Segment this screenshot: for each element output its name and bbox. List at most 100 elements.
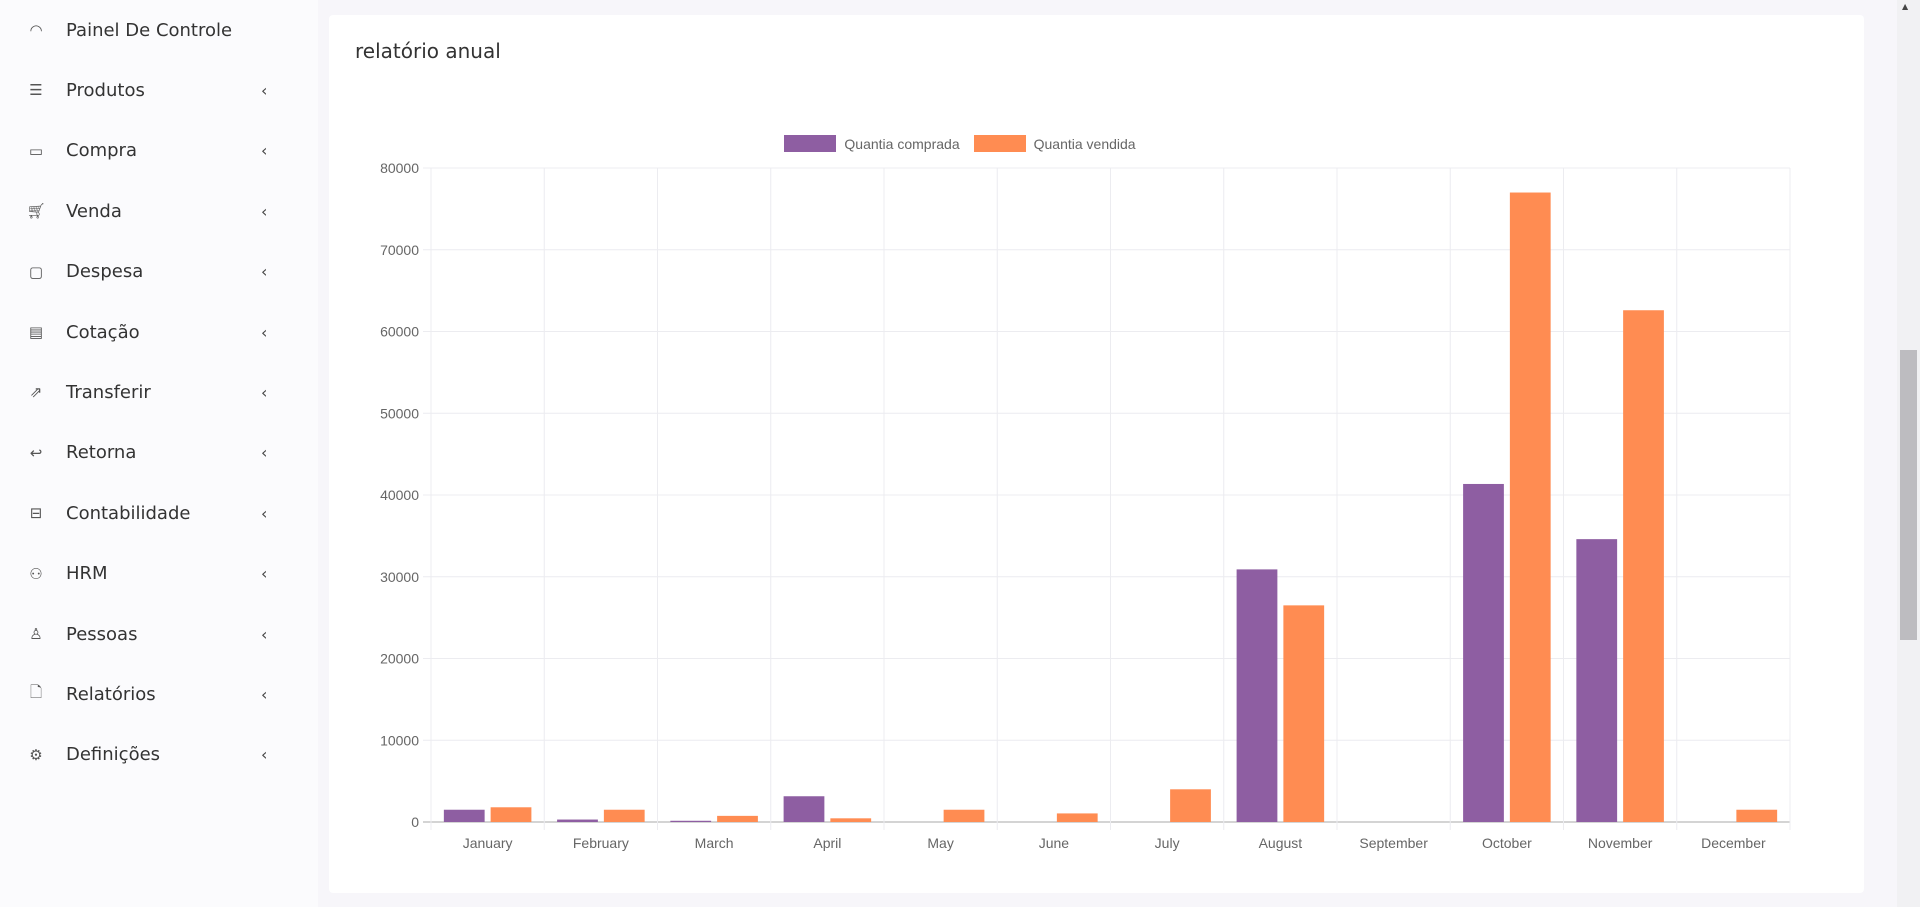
y-tick-label: 0 [411,814,419,830]
file-icon: 🗋 [29,682,43,701]
bar-purchased [1576,539,1618,822]
wallet-icon: ▢ [28,262,44,281]
scroll-up-arrow-icon[interactable]: ▲ [1902,2,1909,11]
bar-sold [1509,192,1551,822]
sidebar-item-label: Definições [66,744,161,766]
sidebar-item-label: Compra [66,140,137,162]
bar-purchased [783,796,825,822]
share-icon: ⇗ [29,383,43,402]
sidebar-item-despesa[interactable]: ▢ Despesa ‹ [0,252,300,292]
chevron-left-icon: ‹ [261,262,268,282]
x-tick-label: September [1359,835,1428,851]
chevron-left-icon: ‹ [261,322,268,342]
sidebar-item-retorna[interactable]: ↩ Retorna ‹ [0,433,300,473]
scrollbar-thumb[interactable] [1900,350,1917,640]
legend-item-purchased[interactable]: Quantia comprada [784,135,960,152]
bar-sold [943,809,985,822]
sidebar-item-venda[interactable]: 🛒︎ Venda ‹ [0,191,300,231]
y-tick-label: 60000 [380,324,419,340]
legend-item-sold[interactable]: Quantia vendida [973,135,1136,152]
sidebar: ◠ Painel De Controle ☰ Produtos ‹ ▭ Compr… [0,0,318,907]
chevron-left-icon: ‹ [261,80,268,100]
x-tick-label: August [1259,835,1303,851]
bar-purchased [557,819,598,822]
sidebar-item-pessoas[interactable]: ♙ Pessoas ‹ [0,614,300,654]
bar-sold [1283,605,1325,822]
bar-sold [1056,813,1098,822]
bar-purchased [1236,569,1278,822]
x-tick-label: May [927,835,953,851]
chevron-left-icon: ‹ [261,624,268,644]
return-icon: ↩ [29,443,43,462]
sidebar-item-defini-es[interactable]: ⚙ Definições ‹ [0,735,300,775]
legend-label-purchased: Quantia comprada [844,135,960,152]
chevron-left-icon: ‹ [261,684,268,704]
x-tick-label: January [463,835,513,851]
x-tick-label: March [695,835,734,851]
chevron-left-icon: ‹ [261,745,268,765]
bar-sold [1736,809,1778,822]
sidebar-item-label: Relatórios [66,683,156,705]
chevron-left-icon: ‹ [261,503,268,523]
sidebar-item-label: Transferir [66,381,151,403]
cart-icon: 🛒︎ [26,202,46,221]
sidebar-item-label: Contabilidade [66,502,191,524]
x-tick-label: April [813,835,841,851]
bar-sold [603,809,645,822]
sidebar-item-label: Cotação [66,321,140,343]
gear-icon: ⚙ [29,745,43,764]
x-tick-label: October [1482,835,1532,851]
x-tick-label: July [1155,835,1180,851]
bar-sold [490,807,532,822]
chevron-left-icon: ‹ [261,141,268,161]
legend-swatch-purchased [784,135,837,152]
x-tick-label: November [1588,835,1653,851]
users-icon: ⚇ [29,564,43,583]
x-tick-label: December [1701,835,1766,851]
chevron-left-icon: ‹ [261,564,268,584]
y-tick-label: 80000 [380,160,419,176]
legend-label-sold: Quantia vendida [1033,135,1136,152]
y-tick-label: 30000 [380,569,419,585]
speedometer-icon: ◠ [29,21,43,39]
briefcase-icon: ⊟ [29,504,43,523]
bar-purchased [1463,483,1504,822]
sidebar-item-label: Pessoas [66,623,138,645]
bar-purchased [670,820,712,822]
sidebar-item-label: Retorna [66,442,137,464]
user-icon: ♙ [29,625,43,643]
sidebar-item-label: Painel De Controle [66,19,233,41]
sidebar-item-label: Produtos [66,79,145,101]
sidebar-item-produtos[interactable]: ☰ Produtos ‹ [0,70,300,110]
y-tick-label: 10000 [380,732,419,748]
y-tick-label: 20000 [380,651,419,667]
scrollbar[interactable]: ▲ [1897,0,1920,907]
sidebar-item-transferir[interactable]: ⇗ Transferir ‹ [0,372,300,412]
y-tick-label: 70000 [380,242,419,258]
document-icon: ▤ [28,323,44,341]
bar-sold [830,818,872,822]
sidebar-item-painel-de-controle[interactable]: ◠ Painel De Controle [0,10,300,50]
sidebar-item-cota-o[interactable]: ▤ Cotação ‹ [0,312,300,352]
bar-sold [1170,789,1211,822]
sidebar-item-label: Despesa [66,261,144,283]
bar-sold [717,815,758,822]
sidebar-item-label: Venda [66,200,122,222]
x-tick-label: June [1039,835,1070,851]
bar-sold [1623,310,1664,822]
chevron-left-icon: ‹ [261,382,268,402]
chevron-left-icon: ‹ [261,443,268,463]
chart-legend: Quantia comprada Quantia vendida [0,135,1920,152]
y-tick-label: 50000 [380,405,419,421]
sidebar-item-compra[interactable]: ▭ Compra ‹ [0,131,300,171]
sidebar-item-contabilidade[interactable]: ⊟ Contabilidade ‹ [0,493,300,533]
list-icon: ☰ [29,81,43,100]
bar-purchased [443,809,485,822]
chevron-left-icon: ‹ [261,201,268,221]
sidebar-item-label: HRM [66,563,108,585]
sidebar-item-hrm[interactable]: ⚇ HRM ‹ [0,554,300,594]
x-tick-label: February [573,835,629,851]
sidebar-item-relat-rios[interactable]: 🗋 Relatórios ‹ [0,674,300,714]
y-tick-label: 40000 [380,487,419,503]
